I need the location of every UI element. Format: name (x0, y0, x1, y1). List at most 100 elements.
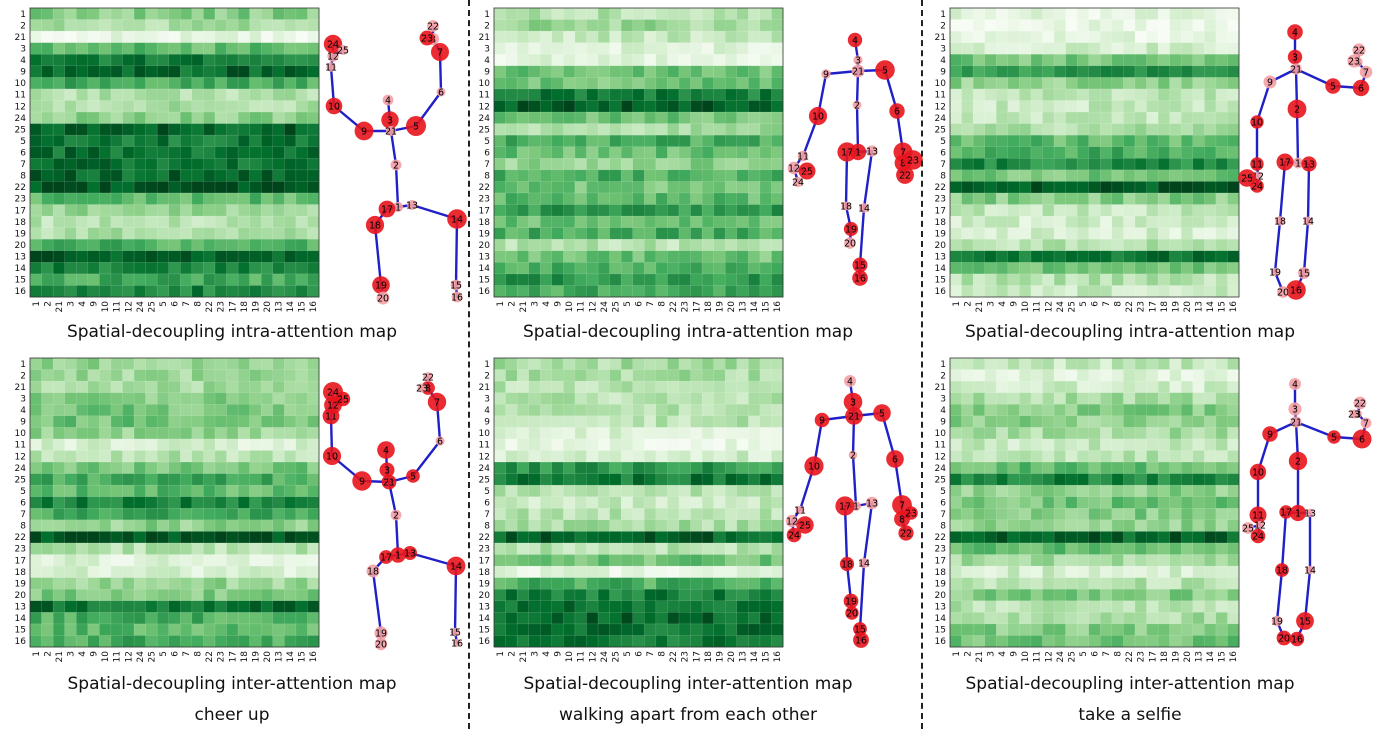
heatmap-cell (30, 285, 42, 298)
y-tick-label: 18 (15, 568, 27, 578)
heatmap-cell (563, 404, 576, 417)
joint-label: 11 (1251, 160, 1263, 171)
heatmap-cell (574, 112, 587, 124)
heatmap-cell (261, 273, 274, 286)
heatmap-cell (214, 262, 227, 275)
joint-label: 21 (385, 127, 397, 138)
heatmap-cell (973, 146, 985, 159)
heatmap-cell (272, 542, 285, 555)
heatmap-cell (110, 612, 123, 625)
heatmap-cell (191, 181, 204, 194)
heatmap-cell (1088, 65, 1101, 78)
heatmap-cell (574, 77, 587, 90)
heatmap-cell (1030, 577, 1043, 590)
heatmap-cell (494, 65, 506, 78)
heatmap-cell (996, 623, 1009, 636)
joint-label: 25 (801, 167, 813, 178)
heatmap-cell (973, 65, 985, 78)
y-tick-label: 10 (479, 429, 491, 439)
heatmap-cell (1111, 554, 1124, 567)
heatmap-frame (493, 7, 784, 298)
x-tick-label: 17 (228, 651, 238, 662)
heatmap-cell (586, 158, 599, 171)
heatmap-cell (53, 54, 65, 67)
heatmap-cell (261, 462, 274, 474)
heatmap-cell (180, 146, 193, 159)
heatmap-cell (678, 577, 691, 590)
heatmap-cell (1169, 31, 1182, 43)
heatmap-cell (644, 589, 657, 602)
heatmap-cell (644, 158, 657, 171)
heatmap-cell (53, 427, 65, 440)
heatmap-cell (41, 566, 54, 578)
heatmap-cell (1123, 181, 1136, 194)
skeleton-joint (1275, 216, 1285, 226)
skeleton-joint (798, 162, 816, 180)
heatmap-cell (1146, 112, 1159, 124)
joint-label: 11 (325, 412, 337, 423)
heatmap-cell (1204, 369, 1217, 382)
heatmap-cell (690, 392, 703, 405)
heatmap-cell (984, 485, 997, 498)
heatmap-cell (1030, 566, 1043, 578)
heatmap-cell (494, 100, 506, 113)
heatmap-cell (41, 169, 54, 182)
heatmap-cell (1192, 65, 1205, 78)
heatmap-cell (226, 462, 239, 474)
heatmap-cell (950, 19, 962, 32)
heatmap-cell (238, 485, 250, 498)
heatmap-cell (191, 358, 204, 370)
heatmap-cell (168, 31, 181, 43)
heatmap-cell (996, 169, 1009, 182)
heatmap-cell (64, 65, 77, 78)
heatmap-cell (53, 250, 65, 263)
x-tick-label: 1 (496, 301, 506, 307)
y-tick-label: 11 (935, 91, 946, 101)
y-tick-label: 12 (15, 102, 26, 112)
heatmap-cell (690, 589, 703, 602)
heatmap-cell (961, 473, 974, 486)
heatmap-cell (586, 146, 599, 159)
heatmap-cell (134, 473, 146, 486)
heatmap-cell (284, 612, 297, 625)
heatmap-cell (551, 623, 564, 636)
heatmap-cell (771, 392, 784, 405)
heatmap-cell (249, 519, 262, 532)
heatmap-cell (771, 239, 784, 252)
heatmap-cell (736, 146, 749, 159)
heatmap-3-inter: 1122212133449910101111121224242525556677… (935, 357, 1240, 662)
heatmap-cell (1019, 192, 1032, 205)
heatmap-cell (1054, 566, 1066, 578)
heatmap-cell (284, 450, 297, 463)
heatmap-cell (551, 262, 564, 275)
heatmap-cell (157, 369, 170, 382)
heatmap-cell (1088, 542, 1101, 555)
heatmap-cell (168, 635, 181, 648)
x-tick-label: 15 (762, 301, 772, 312)
heatmap-cell (667, 192, 680, 205)
heatmap-cell (134, 612, 146, 625)
heatmap-cell (678, 612, 691, 625)
x-tick-label: 24 (136, 301, 146, 313)
heatmap-cell (157, 285, 170, 298)
heatmap-cell (134, 600, 146, 613)
heatmap-cell (996, 250, 1009, 263)
heatmap-cell (505, 100, 518, 113)
heatmap-cell (203, 404, 216, 417)
heatmap-cell (1181, 204, 1194, 217)
heatmap-cell (1169, 381, 1182, 393)
heatmap-cell (517, 169, 529, 182)
heatmap-cell (261, 450, 274, 463)
heatmap-cell (1146, 42, 1159, 55)
heatmap-cell (586, 65, 599, 78)
heatmap-cell (76, 542, 89, 555)
heatmap-cell (249, 192, 262, 205)
heatmap-cell (191, 31, 204, 43)
heatmap-cell (284, 415, 297, 428)
heatmap-cell (53, 566, 65, 578)
heatmap-cell (1054, 612, 1066, 625)
y-tick-label: 14 (935, 614, 947, 624)
heatmap-cell (134, 250, 146, 263)
heatmap-cell (87, 146, 100, 159)
heatmap-cell (736, 31, 749, 43)
